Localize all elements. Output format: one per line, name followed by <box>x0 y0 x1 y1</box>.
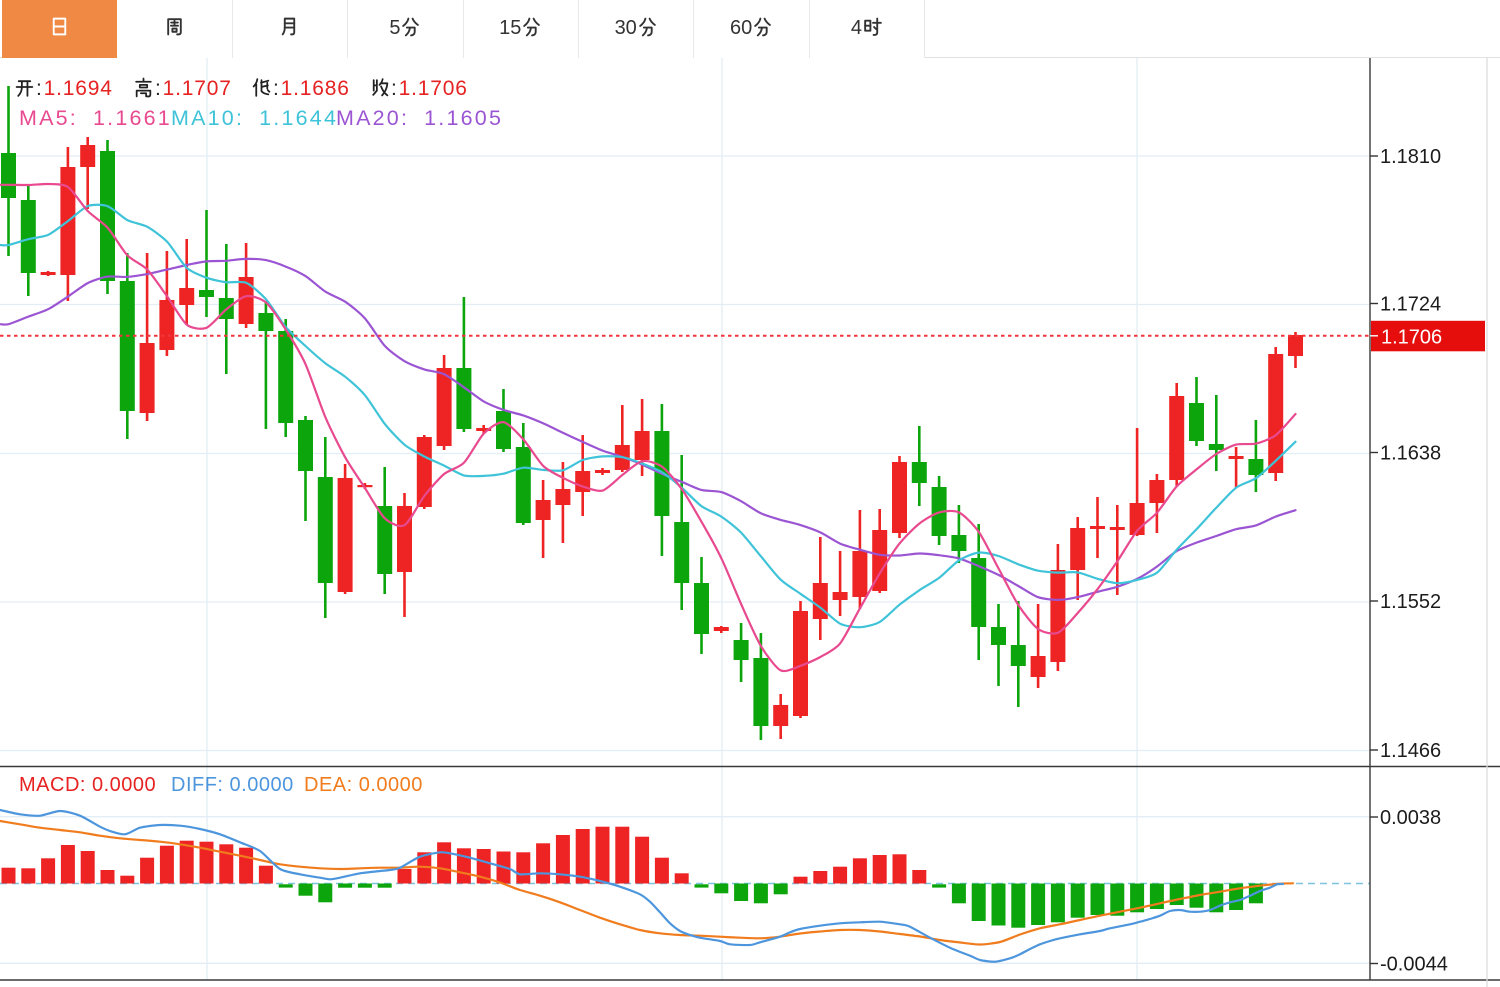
svg-text:1.1466: 1.1466 <box>1380 740 1441 762</box>
svg-text:1.1706: 1.1706 <box>1381 327 1442 349</box>
svg-text:1.1810: 1.1810 <box>1380 146 1441 168</box>
svg-text:0.0038: 0.0038 <box>1380 807 1441 829</box>
svg-text:1.1552: 1.1552 <box>1380 591 1441 613</box>
svg-text:1.1638: 1.1638 <box>1380 443 1441 465</box>
svg-text:1.1724: 1.1724 <box>1380 294 1441 316</box>
svg-text:-0.0044: -0.0044 <box>1380 954 1448 976</box>
